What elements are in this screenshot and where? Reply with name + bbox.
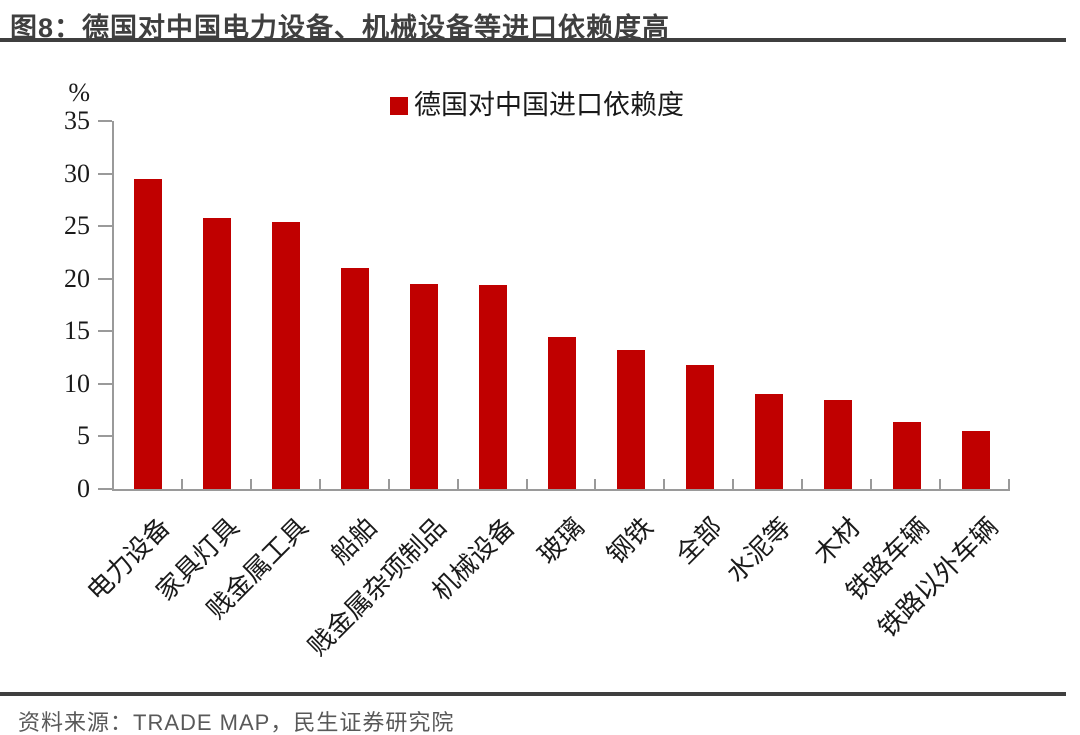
bar [616, 350, 645, 489]
legend-swatch-icon [390, 96, 408, 115]
x-axis-label: 船舶 [325, 512, 384, 570]
x-axis-tick [801, 479, 804, 489]
bar [892, 421, 921, 489]
y-axis-tick [98, 435, 112, 438]
x-axis-tick [732, 479, 735, 489]
x-axis-tick [663, 479, 666, 489]
bar [961, 431, 990, 489]
chart-legend: 德国对中国进口依赖度 [390, 92, 684, 119]
y-axis-tick [98, 120, 112, 122]
x-axis-tick [387, 479, 390, 489]
title-divider [0, 38, 1066, 42]
footer-divider [0, 692, 1066, 696]
y-axis-tick [98, 225, 112, 228]
x-axis-tick [939, 479, 942, 489]
bar [823, 399, 852, 489]
bar [410, 283, 439, 489]
y-axis-tick-label: 25 [64, 211, 90, 241]
x-axis-label: 水泥等 [720, 512, 797, 588]
x-axis-tick [870, 479, 873, 489]
x-axis-tick [249, 479, 252, 489]
x-axis-tick [180, 479, 183, 489]
x-axis-label: 玻璃 [532, 512, 590, 570]
y-axis-tick-label: 10 [64, 368, 90, 398]
bar [754, 394, 783, 489]
bar [203, 217, 232, 489]
x-axis-label: 木材 [808, 512, 866, 570]
x-axis-tick [525, 479, 528, 489]
x-axis-tick [594, 479, 597, 489]
y-axis-tick [98, 172, 112, 175]
legend-label: 德国对中国进口依赖度 [414, 90, 684, 120]
y-axis-tick-label: 15 [64, 316, 90, 346]
bar [272, 221, 301, 489]
bar [685, 364, 714, 489]
y-axis-tick-label: 0 [77, 474, 90, 503]
y-axis-tick [98, 488, 112, 490]
bar [548, 336, 576, 489]
x-axis-tick [1008, 479, 1010, 489]
y-axis-unit-label: % [68, 78, 90, 107]
y-axis-tick [98, 277, 112, 280]
y-axis-tick [98, 382, 112, 385]
source-note: 资料来源：TRADE MAP，民生证券研究院 [18, 710, 455, 735]
x-axis-tick [456, 479, 459, 489]
y-axis-tick-label: 20 [64, 263, 90, 293]
bar [341, 268, 370, 489]
x-axis-label: 钢铁 [601, 512, 659, 570]
y-axis-tick [98, 330, 112, 333]
plot-area: 35 30 25 20 15 10 5 0 电力设备 家具灯具 贱金属工具 船舶 贱金属杂项制品 机械设备… [64, 107, 1010, 662]
y-axis-tick-label: 5 [77, 421, 90, 451]
y-axis-tick-label: 35 [64, 106, 90, 135]
bar [479, 285, 508, 489]
x-axis-label: 全部 [670, 512, 728, 570]
bar [134, 178, 163, 489]
x-axis-tick [318, 479, 321, 489]
y-axis-tick-label: 30 [64, 158, 90, 188]
